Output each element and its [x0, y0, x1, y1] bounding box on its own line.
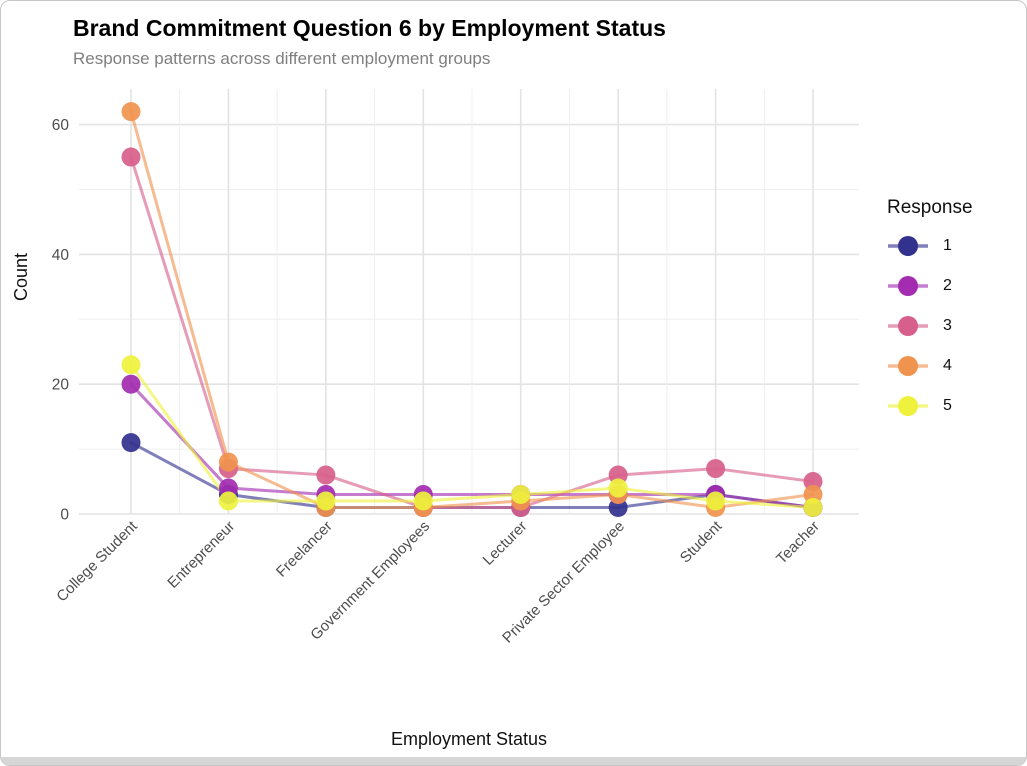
legend-key-icon: [888, 356, 928, 376]
y-tick-label: 0: [60, 507, 69, 524]
data-point: [608, 465, 628, 485]
x-tick-label: Student: [677, 517, 726, 566]
legend-key-icon: [888, 396, 928, 416]
legend-title: Response: [887, 197, 973, 218]
data-point: [121, 433, 141, 453]
legend-key-point: [898, 236, 918, 256]
data-point: [706, 491, 726, 511]
y-tick-label: 40: [52, 247, 70, 264]
data-point: [511, 485, 531, 505]
data-point: [706, 459, 726, 479]
legend-label: 1: [943, 237, 952, 254]
data-point: [121, 374, 141, 394]
legend: Response 1 2 3 4 5: [885, 197, 973, 419]
data-point: [803, 472, 823, 492]
data-point: [218, 478, 238, 498]
data-point: [218, 491, 238, 511]
chart-title: Brand Commitment Question 6 by Employmen…: [73, 15, 666, 41]
series-line: [129, 363, 815, 510]
data-point: [413, 491, 433, 511]
data-point: [121, 355, 141, 375]
data-point: [121, 147, 141, 167]
data-point: [316, 491, 336, 511]
data-point: [608, 478, 628, 498]
legend-label: 4: [943, 357, 952, 374]
legend-key-icon: [888, 236, 928, 256]
legend-label: 5: [943, 397, 952, 414]
legend-key-icon: [888, 316, 928, 336]
chart-subtitle: Response patterns across different emplo…: [73, 49, 491, 68]
legend-key-icon: [888, 276, 928, 296]
x-tick-label: Teacher: [773, 518, 823, 568]
series-line: [129, 382, 815, 510]
data-point: [121, 102, 141, 122]
legend-label: 3: [943, 317, 952, 334]
y-tick-label: 20: [52, 377, 70, 394]
legend-key-point: [898, 356, 918, 376]
legend-key-point: [898, 396, 918, 416]
window-bottom-scrollbar[interactable]: [1, 757, 1026, 765]
legend-item: 4: [885, 353, 973, 379]
data-point: [218, 452, 238, 472]
x-tick-label: Entrepreneur: [164, 518, 238, 592]
legend-item: 1: [885, 233, 973, 259]
data-point: [803, 485, 823, 505]
legend-item: 3: [885, 313, 973, 339]
x-tick-label: Lecturer: [480, 518, 531, 569]
legend-item: 2: [885, 273, 973, 299]
series-line: [129, 110, 815, 510]
data-point: [608, 498, 628, 518]
legend-item: 5: [885, 393, 973, 419]
x-tick-label: College Student: [53, 517, 141, 605]
x-tick-label: Freelancer: [273, 518, 336, 581]
legend-key-point: [898, 316, 918, 336]
data-point: [316, 465, 336, 485]
legend-key-point: [898, 276, 918, 296]
x-axis-title: Employment Status: [390, 729, 548, 749]
legend-items: 1 2 3 4 5: [885, 233, 973, 419]
data-point: [803, 498, 823, 518]
legend-label: 2: [943, 277, 952, 294]
y-tick-label: 60: [52, 117, 70, 134]
